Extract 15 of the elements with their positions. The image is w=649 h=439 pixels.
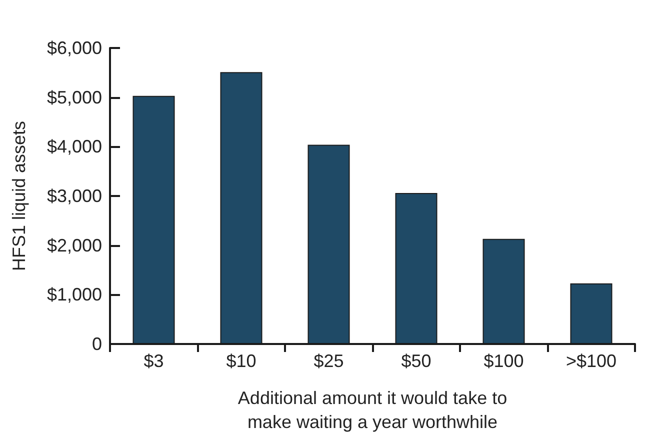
y-axis-title: HFS1 liquid assets: [9, 120, 29, 272]
y-tick-label: $6,000: [46, 38, 102, 58]
x-tick-label: $25: [314, 351, 344, 371]
y-tick-label: $3,000: [46, 186, 102, 206]
x-tick-label: >$100: [566, 351, 617, 371]
x-tick-label: $50: [401, 351, 432, 371]
x-tick-label: $10: [226, 351, 256, 371]
y-tick-label: 0: [92, 334, 102, 354]
y-tick-label: $4,000: [46, 136, 102, 157]
x-tick-label: $3: [144, 351, 164, 371]
y-tick-label: $2,000: [46, 235, 102, 256]
y-tick-label: $1,000: [46, 284, 102, 305]
x-axis-title: Additional amount it would take to make waiting a year worthwhile: [238, 388, 508, 432]
x-tick-label: $100: [484, 351, 524, 371]
y-tick-label: $5,000: [46, 87, 102, 108]
